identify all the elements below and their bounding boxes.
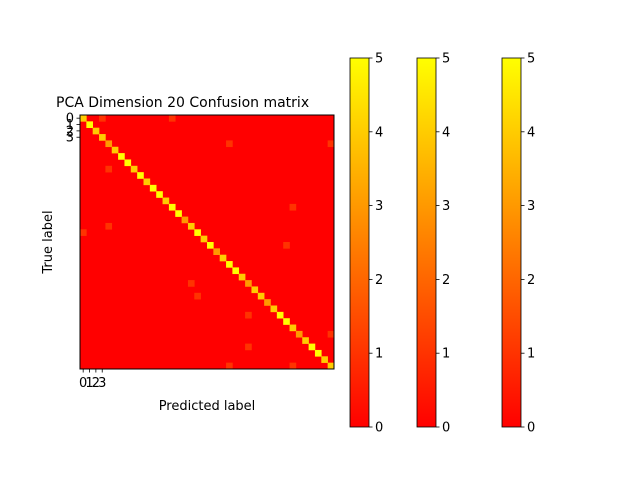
heatmap-cell — [168, 115, 176, 122]
x-axis-label: Predicted label — [159, 399, 256, 414]
heatmap-cell — [187, 280, 195, 287]
heatmap-cell — [99, 115, 106, 122]
heatmap-cell — [283, 318, 290, 325]
heatmap-cell — [213, 248, 220, 255]
heatmap-cell — [321, 356, 328, 363]
heatmap-cell — [149, 184, 157, 192]
heatmap-cell — [118, 153, 125, 160]
heatmap-cell — [302, 337, 309, 344]
colorbar-3 — [501, 57, 522, 428]
heatmap-cell — [92, 127, 100, 135]
heatmap-cell — [194, 229, 201, 236]
colorbar-tick-label: 0 — [527, 421, 535, 436]
chart-title: PCA Dimension 20 Confusion matrix — [56, 95, 309, 111]
heatmap-cell — [219, 254, 227, 262]
colorbar-tick-label: 4 — [527, 125, 535, 140]
colorbar-tick-label: 2 — [442, 273, 450, 288]
heatmap-cell — [99, 134, 106, 141]
heatmap-cell — [187, 222, 195, 230]
colorbar-tick-label: 3 — [375, 199, 383, 214]
heatmap-cell — [314, 349, 322, 357]
heatmap-cell — [270, 305, 278, 313]
heatmap-cell — [162, 197, 170, 205]
y-tick-label: 2 — [66, 124, 74, 139]
heatmap-cell — [137, 172, 144, 179]
colorbar-tick-label: 4 — [375, 125, 383, 140]
heatmap-cell — [105, 140, 113, 148]
heatmap-cell — [327, 362, 335, 370]
heatmap-cell — [130, 165, 138, 173]
heatmap-cell — [276, 311, 284, 319]
colorbar-tick-label: 5 — [527, 52, 535, 67]
y-tick-label: 0 — [66, 112, 74, 127]
heatmap-cell — [226, 140, 233, 148]
heatmap-cell — [226, 261, 233, 268]
y-tick-label: 3 — [66, 131, 74, 146]
colorbar-tick-label: 3 — [527, 199, 535, 214]
heatmap-cell — [257, 292, 265, 300]
heatmap-cells — [80, 115, 335, 370]
x-tick-label: 2 — [92, 376, 100, 391]
heatmap-cell — [124, 159, 132, 167]
heatmap-cell — [327, 330, 335, 338]
colorbar-tick-label: 3 — [442, 199, 450, 214]
y-axis-label: True label — [41, 210, 56, 274]
heatmap-cell — [289, 362, 297, 370]
heatmap-cell — [181, 216, 189, 224]
heatmap-cell — [111, 146, 119, 154]
heatmap-frame — [79, 114, 335, 370]
heatmap-cell — [327, 140, 335, 148]
colorbar-tick-label: 1 — [375, 347, 383, 362]
heatmap-cell — [105, 222, 113, 230]
colorbar-tick-label: 1 — [442, 347, 450, 362]
x-tick-label: 3 — [98, 376, 106, 391]
x-tick-label: 0 — [79, 376, 87, 391]
heatmap-cell — [289, 203, 297, 211]
heatmap-cell — [168, 203, 176, 211]
heatmap-cell — [283, 242, 290, 249]
heatmap-cell — [80, 229, 87, 236]
heatmap-cell — [80, 115, 87, 122]
colorbar-tick-label: 5 — [442, 52, 450, 67]
heatmap-cell — [143, 178, 151, 186]
heatmap-cell — [245, 311, 252, 319]
heatmap-cell — [207, 242, 214, 249]
heatmap-cell — [226, 362, 233, 370]
heatmap-cell — [200, 235, 208, 243]
heatmap-cell — [238, 273, 246, 281]
heatmap-cell — [232, 267, 240, 275]
heatmap-cell — [245, 280, 252, 287]
colorbar-tick-label: 2 — [375, 273, 383, 288]
y-tick-label: 1 — [66, 118, 74, 133]
colorbar-tick-label: 1 — [527, 347, 535, 362]
heatmap-cell — [86, 121, 93, 128]
colorbars: 0 1 2 3 4 5 0 1 2 3 4 5 0 1 2 3 4 5 — [349, 52, 535, 436]
heatmap-cell — [295, 330, 303, 338]
heatmap-cell — [308, 343, 316, 351]
heatmap-cell — [156, 191, 163, 198]
colorbar-tick-label: 0 — [442, 421, 450, 436]
heatmap-cell — [105, 165, 113, 173]
colorbar-1 — [349, 57, 370, 428]
heatmap-cell — [264, 299, 271, 306]
heatmap-cell — [289, 324, 297, 332]
colorbar-tick-label: 0 — [375, 421, 383, 436]
heatmap-cell — [245, 343, 252, 351]
colorbar-tick-label: 4 — [442, 125, 450, 140]
heatmap-cell — [175, 210, 182, 217]
colorbar-2 — [416, 57, 437, 428]
colorbar-tick-label: 5 — [375, 52, 383, 67]
heatmap-cell — [251, 286, 259, 294]
colorbar-tick-label: 2 — [527, 273, 535, 288]
x-tick-label: 1 — [85, 376, 93, 391]
heatmap-cell — [194, 292, 201, 300]
